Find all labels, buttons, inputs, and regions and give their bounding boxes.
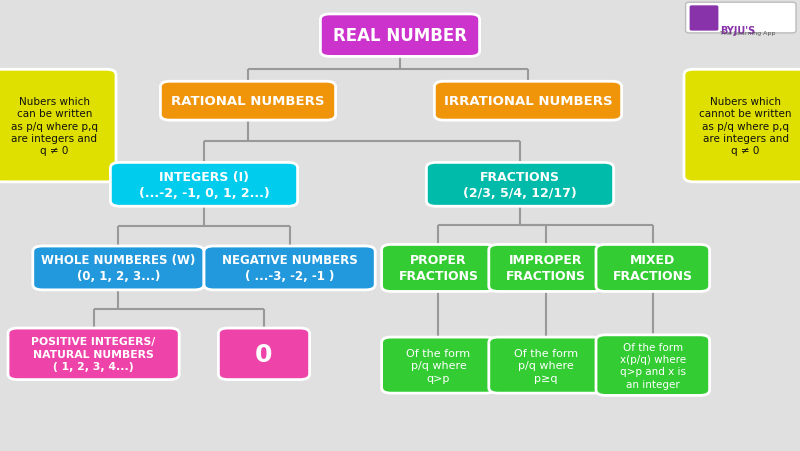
FancyBboxPatch shape <box>160 82 336 121</box>
Text: FRACTIONS
(2/3, 5/4, 12/17): FRACTIONS (2/3, 5/4, 12/17) <box>463 170 577 199</box>
FancyBboxPatch shape <box>690 6 718 32</box>
FancyBboxPatch shape <box>0 70 116 182</box>
Text: IMPROPER
FRACTIONS: IMPROPER FRACTIONS <box>506 254 586 283</box>
Text: Nubers which
cannot be written
as p/q where p,q
are integers and
q ≠ 0: Nubers which cannot be written as p/q wh… <box>699 97 792 156</box>
FancyBboxPatch shape <box>382 245 495 292</box>
Text: REAL NUMBER: REAL NUMBER <box>333 27 467 45</box>
Text: BYJU'S: BYJU'S <box>720 26 755 36</box>
Text: The Learning App: The Learning App <box>720 31 775 36</box>
Text: PROPER
FRACTIONS: PROPER FRACTIONS <box>398 254 478 283</box>
FancyBboxPatch shape <box>489 337 602 393</box>
FancyBboxPatch shape <box>434 82 622 121</box>
FancyBboxPatch shape <box>489 245 602 292</box>
FancyBboxPatch shape <box>110 163 298 207</box>
Text: IRRATIONAL NUMBERS: IRRATIONAL NUMBERS <box>444 95 612 108</box>
Text: POSITIVE INTEGERS/
NATURAL NUMBERS
( 1, 2, 3, 4...): POSITIVE INTEGERS/ NATURAL NUMBERS ( 1, … <box>31 337 156 371</box>
Text: Of the form
x(p/q) where
q>p and x is
an integer: Of the form x(p/q) where q>p and x is an… <box>620 342 686 389</box>
Text: WHOLE NUMBERES (W)
(0, 1, 2, 3...): WHOLE NUMBERES (W) (0, 1, 2, 3...) <box>42 254 195 283</box>
FancyBboxPatch shape <box>426 163 614 207</box>
Text: NEGATIVE NUMBERS
( ...-3, -2, -1 ): NEGATIVE NUMBERS ( ...-3, -2, -1 ) <box>222 254 358 283</box>
FancyBboxPatch shape <box>596 335 710 396</box>
FancyBboxPatch shape <box>320 15 479 57</box>
Text: MIXED
FRACTIONS: MIXED FRACTIONS <box>613 254 693 283</box>
Text: RATIONAL NUMBERS: RATIONAL NUMBERS <box>171 95 325 108</box>
Text: 0: 0 <box>255 342 273 366</box>
FancyBboxPatch shape <box>204 246 375 290</box>
Text: INTEGERS (I)
(...-2, -1, 0, 1, 2...): INTEGERS (I) (...-2, -1, 0, 1, 2...) <box>138 170 270 199</box>
Text: BYJU'S: BYJU'S <box>690 19 718 28</box>
FancyBboxPatch shape <box>33 246 204 290</box>
FancyBboxPatch shape <box>218 328 310 380</box>
Text: Of the form
p/q where
q>p: Of the form p/q where q>p <box>406 348 470 382</box>
FancyBboxPatch shape <box>596 245 710 292</box>
FancyBboxPatch shape <box>382 337 495 393</box>
FancyBboxPatch shape <box>8 328 179 380</box>
FancyBboxPatch shape <box>684 70 800 182</box>
Text: Nubers which
can be written
as p/q where p,q
are integers and
q ≠ 0: Nubers which can be written as p/q where… <box>11 97 98 156</box>
Text: Of the form
p/q where
p≥q: Of the form p/q where p≥q <box>514 348 578 382</box>
FancyBboxPatch shape <box>686 3 796 34</box>
